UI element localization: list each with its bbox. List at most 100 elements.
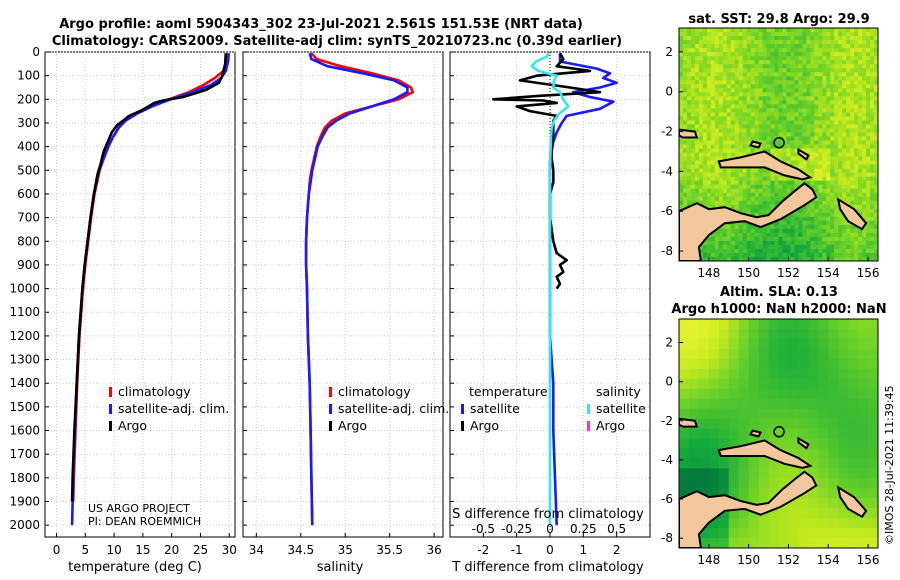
map-cell (754, 180, 760, 186)
map-cell (810, 172, 815, 178)
map-cell (702, 240, 708, 246)
map-cell (838, 40, 843, 45)
map-cell (830, 176, 835, 182)
map-cell (834, 180, 839, 186)
map-cell (814, 192, 819, 198)
map-cell (742, 28, 748, 33)
map-cell (830, 216, 835, 222)
map-cell (782, 120, 788, 126)
map-cell (838, 68, 843, 73)
map-cell (858, 144, 863, 150)
map-cell (782, 68, 788, 73)
map-cell (834, 128, 839, 134)
map-cell (706, 164, 712, 170)
map-cell (710, 128, 716, 134)
map-cell (768, 538, 780, 548)
map-cell (754, 124, 760, 130)
map-cell (706, 188, 712, 194)
map-cell (710, 28, 716, 33)
map-cell (834, 56, 839, 61)
map-cell (730, 48, 736, 53)
map-cell (818, 84, 823, 89)
map-cell (714, 248, 720, 254)
map-cell (730, 112, 736, 117)
map-cell (698, 168, 704, 174)
temperature-grid (45, 51, 235, 537)
map-cell (706, 100, 712, 105)
map-cell (866, 116, 871, 121)
map-cell (838, 216, 843, 222)
map-cell (714, 40, 720, 45)
map-cell (862, 188, 867, 194)
map-cell (750, 96, 756, 101)
map-cell (690, 80, 696, 85)
map-cell (834, 152, 839, 158)
map-cell (710, 84, 716, 89)
map-cell (746, 148, 752, 154)
map-cell (686, 144, 692, 150)
map-cell (794, 236, 799, 242)
map-cell (778, 96, 784, 101)
map-cell (718, 76, 724, 81)
map-cell (830, 240, 835, 246)
map-cell (702, 32, 708, 37)
map-cell (778, 196, 784, 202)
map-cell (778, 88, 784, 93)
map-cell (828, 488, 839, 499)
map-cell (798, 418, 809, 430)
map-cell (794, 208, 799, 214)
map-cell (738, 378, 750, 390)
map-cell (750, 84, 756, 89)
map-cell (718, 228, 724, 234)
map-cell (798, 518, 809, 529)
map-cell (730, 140, 736, 146)
map-cell (710, 176, 716, 182)
map-cell (846, 176, 851, 182)
map-cell (730, 252, 736, 258)
map-cell (710, 52, 716, 57)
map-cell (802, 56, 807, 61)
map-cell (870, 144, 875, 150)
map-cell (862, 252, 867, 258)
map-cell (679, 152, 684, 158)
map-cell (834, 196, 839, 202)
map-cell (698, 84, 704, 89)
map-cell (754, 92, 760, 97)
map-cell (782, 124, 788, 130)
map-cell (870, 240, 875, 246)
map-cell (746, 252, 752, 258)
map-cell (822, 84, 827, 89)
map-cell (846, 128, 851, 134)
map-cell (808, 498, 819, 509)
map-cell (846, 88, 851, 93)
map-cell (858, 48, 863, 53)
map-cell (814, 80, 819, 85)
map-cell (838, 232, 843, 238)
map-cell (794, 224, 799, 230)
map-cell (858, 132, 863, 138)
map-cell (866, 236, 871, 242)
map-cell (730, 132, 736, 138)
land-polygon (749, 429, 763, 438)
map-cell (786, 32, 792, 37)
map-cell (834, 120, 839, 126)
map-cell (794, 68, 799, 73)
map-cell (738, 438, 750, 450)
map-cell (798, 112, 803, 117)
map-cell (758, 212, 764, 218)
map-cell (802, 80, 807, 85)
map-cell (786, 220, 792, 226)
map-cell (874, 192, 878, 198)
map-cell (762, 32, 768, 37)
map-cell (802, 232, 807, 238)
map-cell (826, 248, 831, 254)
y-tick-label: 1200 (9, 329, 40, 343)
map-cell (794, 148, 799, 154)
map-cell (734, 204, 740, 210)
map-cell (762, 120, 768, 126)
map-cell (718, 256, 724, 261)
map-cell (798, 44, 803, 49)
map-cell (838, 368, 849, 380)
map-cell (690, 72, 696, 77)
map-cell (874, 228, 878, 234)
